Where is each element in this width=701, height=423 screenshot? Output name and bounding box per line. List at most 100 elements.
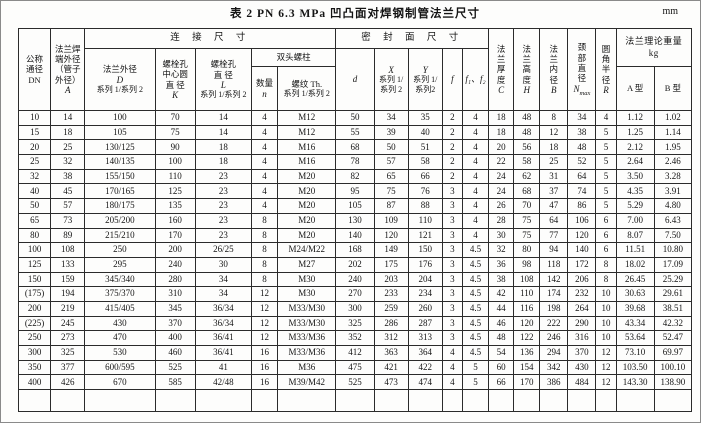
table-cell: 140 [567, 242, 597, 258]
table-cell: 11.51 [615, 242, 655, 258]
table-cell: 4 [461, 110, 490, 126]
table-cell: 42 [488, 286, 515, 302]
table-cell: 585 [154, 374, 196, 391]
table-cell: 6 [595, 227, 617, 244]
table-cell: 23 [194, 183, 252, 200]
table-cell: 2.64 [615, 154, 655, 170]
table-cell: 106 [567, 212, 597, 229]
table-cell: 10 [595, 286, 617, 302]
flange-od-series-label: 系列 1/系列 2 [96, 85, 144, 95]
table-cell: (225) [17, 315, 52, 332]
table-cell: M33/M36 [277, 345, 337, 361]
table-cell: 66 [407, 168, 443, 185]
table-cell: 95 [335, 183, 375, 200]
table-cell: 42.32 [653, 315, 693, 332]
table-cell: 64 [567, 168, 597, 185]
table-cell: 46 [488, 315, 515, 332]
table-cell: 8 [539, 110, 569, 126]
table-cell: 125 [17, 256, 52, 273]
table-cell: M30 [277, 271, 337, 288]
table-cell: 8.07 [615, 227, 655, 244]
table-cell: 38 [488, 271, 515, 288]
table-cell: 39 [373, 124, 409, 141]
table-cell: 240 [154, 256, 196, 273]
table-cell: 87 [373, 198, 409, 214]
table-cell: 108 [50, 242, 86, 258]
table-cell: 260 [407, 300, 443, 317]
table-cell: 32 [488, 242, 515, 258]
table-cell: 22 [488, 154, 515, 170]
table-cell: 5 [595, 139, 617, 156]
table-cell: 400 [17, 374, 52, 391]
table-cell: 89 [50, 227, 86, 244]
table-cell: 8 [595, 271, 617, 288]
table-cell: 34 [373, 110, 409, 126]
table-cell: 136 [513, 345, 541, 361]
table-cell: 52.47 [653, 330, 693, 346]
col-header-bolt-circle: 螺栓孔 中心圆 直 径 K [154, 48, 196, 111]
table-cell: 18 [539, 139, 569, 156]
table-cell: 48 [513, 110, 541, 126]
table-cell: 8 [250, 212, 279, 229]
table-cell: 286 [373, 315, 409, 332]
table-cell: 170 [513, 374, 541, 391]
table-cell: 4 [250, 139, 279, 156]
table-cell: M20 [277, 168, 337, 185]
table-cell: 8 [250, 271, 279, 288]
table-cell: 3 [441, 330, 463, 346]
table-cell: 32 [17, 168, 52, 185]
table-cell: 135 [154, 198, 196, 214]
table-cell: 352 [335, 330, 375, 346]
symbol-R: R [603, 85, 609, 96]
table-cell: 205/200 [84, 212, 156, 229]
table-cell: 8 [250, 242, 279, 258]
table-cell: 18 [194, 154, 252, 170]
table-cell: 3 [441, 271, 463, 288]
table-row: 150 159 345/340 280 34 8 M30 240 203 204 3 4.5 38 108… [17, 271, 693, 288]
table-cell: 43.34 [615, 315, 655, 332]
table-cell: 5 [595, 198, 617, 214]
table-cell: M12 [277, 110, 337, 126]
table-cell: 8 [595, 256, 617, 273]
table-cell: 38 [50, 168, 86, 185]
table-cell: 1.14 [653, 124, 693, 141]
table-cell: M20 [277, 183, 337, 200]
table-cell: 76 [407, 183, 443, 200]
table-cell: 363 [373, 345, 409, 361]
table-cell: 40 [17, 183, 52, 200]
table-cell: 234 [407, 286, 443, 302]
col-header-bolt-hole-diameter: 螺栓孔 直 径 L 系列 1/系列 2 [194, 48, 252, 111]
symbol-L: L [220, 79, 226, 90]
table-cell: 2 [441, 154, 463, 170]
table-cell: 4 [441, 345, 463, 361]
col-header-flange-height-label: 法 兰 高 度 [522, 43, 531, 85]
table-cell: 313 [407, 330, 443, 346]
table-cell: 364 [407, 345, 443, 361]
table-cell: 34 [194, 271, 252, 288]
table-cell: 264 [567, 300, 597, 317]
table-cell: 16 [250, 345, 279, 361]
table-row: 15 18 105 75 14 4 M12 55 39 40 2 4 18 48 12 38 5 1.25 1.14 [17, 124, 693, 141]
table-cell: 25 [50, 139, 86, 156]
col-header-weld-end-od: 法兰焊 端外径 （管子 外径） A [50, 28, 86, 111]
table-cell: M30 [277, 286, 337, 302]
col-header-flange-od: 法兰外径 D 系列 1/系列 2 [84, 48, 156, 111]
table-cell: 170/165 [84, 183, 156, 200]
table-cell: 4 [250, 183, 279, 200]
table-cell: 475 [335, 359, 375, 376]
table-cell: 82 [335, 168, 375, 185]
table-cell: 140 [335, 227, 375, 244]
table-cell: 4.5 [461, 286, 490, 302]
table-cell: 12 [250, 286, 279, 302]
table-cell: 133 [50, 256, 86, 273]
table-cell: 3 [441, 227, 463, 244]
table-cell: 377 [50, 359, 86, 376]
empty-cell [335, 389, 375, 413]
flange-dimension-table: 公称 通径 DN 法兰焊 端外径 （管子 外径） A 连 接 尺 寸 密 封 面… [17, 28, 693, 413]
table-cell: 149 [373, 242, 409, 258]
table-cell: 4.80 [653, 198, 693, 214]
table-cell: 18 [488, 110, 515, 126]
table-cell: 3 [441, 198, 463, 214]
table-cell: 6 [595, 212, 617, 229]
table-cell: 73 [50, 212, 86, 229]
